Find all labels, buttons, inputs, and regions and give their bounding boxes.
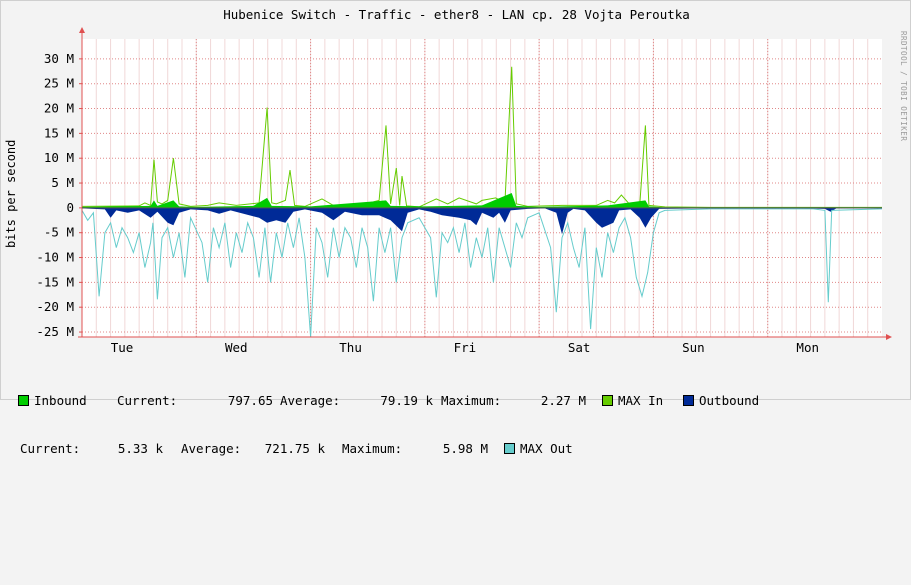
y-tick-label: 10 M — [44, 150, 74, 165]
y-tick-label: 30 M — [44, 51, 74, 66]
x-tick-label: Thu — [339, 340, 362, 355]
legend-inbound-current-value: 797.65 — [227, 393, 273, 408]
legend-max-out-label: MAX Out — [520, 441, 573, 456]
max-out-swatch — [504, 443, 515, 454]
legend-outbound-label: Outbound — [699, 393, 760, 408]
axes — [78, 27, 892, 340]
y-axis-arrow — [79, 27, 85, 33]
y-tick-label: -10 M — [36, 250, 74, 265]
x-tick-label: Mon — [796, 340, 819, 355]
legend-outbound-current-value: 5.33 k — [117, 441, 163, 456]
chart-title: Hubenice Switch - Traffic - ether8 - LAN… — [223, 7, 690, 22]
legend-max-in-label: MAX In — [618, 393, 664, 408]
legend-inbound-maximum-value: 2.27 M — [540, 393, 586, 408]
y-tick-label: 0 — [66, 200, 74, 215]
legend: Inbound Current: 797.65 Average: 79.19 k… — [18, 361, 759, 489]
series-outbound-area — [82, 207, 882, 235]
legend-inbound-average-label: Average: — [280, 393, 341, 408]
y-tick-label: -5 M — [44, 225, 74, 240]
legend-outbound-average-value: 721.75 k — [264, 441, 325, 456]
series-max-in-line — [81, 66, 882, 208]
legend-inbound-maximum-label: Maximum: — [441, 393, 502, 408]
max-in-swatch — [602, 395, 613, 406]
outbound-swatch — [683, 395, 694, 406]
x-tick-label: Fri — [454, 340, 477, 355]
y-tick-label: -20 M — [36, 299, 74, 314]
y-tick-label: 20 M — [44, 101, 74, 116]
x-tick-label: Wed — [225, 340, 248, 355]
legend-inbound-average-value: 79.19 k — [380, 393, 433, 408]
legend-inbound-current-label: Current: — [117, 393, 178, 408]
x-axis-arrow — [886, 334, 892, 340]
legend-outbound-average-label: Average: — [181, 441, 242, 456]
legend-row-outbound: Current: 5.33 k Average: 721.75 k Maximu… — [18, 441, 573, 457]
y-tick-label: 25 M — [44, 76, 74, 91]
y-tick-label: -25 M — [36, 324, 74, 339]
rrdtool-watermark: RRDTOOL / TOBI OETIKER — [899, 31, 908, 142]
legend-row-inbound: Inbound Current: 797.65 Average: 79.19 k… — [18, 393, 759, 409]
series-inbound-area — [82, 193, 882, 208]
graph-frame: Hubenice Switch - Traffic - ether8 - LAN… — [0, 0, 911, 456]
x-tick-label: Tue — [111, 340, 134, 355]
x-tick-label: Sat — [568, 340, 591, 355]
tick-labels: 30 M 25 M 20 M 15 M 10 M 5 M 0 -5 M -10 M -15 M -2… — [36, 51, 819, 355]
series-layer — [81, 66, 883, 338]
inbound-swatch — [18, 395, 29, 406]
y-tick-label: -15 M — [36, 274, 74, 289]
grid-lines — [82, 39, 882, 337]
y-tick-label: 15 M — [44, 125, 74, 140]
x-tick-label: Sun — [682, 340, 705, 355]
legend-outbound-maximum-value: 5.98 M — [442, 441, 488, 456]
series-max-out-line — [81, 208, 883, 338]
y-tick-label: 5 M — [51, 175, 74, 190]
legend-inbound-label: Inbound — [34, 393, 87, 408]
chart-plot: 30 M 25 M 20 M 15 M 10 M 5 M 0 -5 M -10 M -15 M -2… — [36, 27, 892, 355]
legend-outbound-current-label: Current: — [20, 441, 81, 456]
legend-outbound-maximum-label: Maximum: — [342, 441, 403, 456]
